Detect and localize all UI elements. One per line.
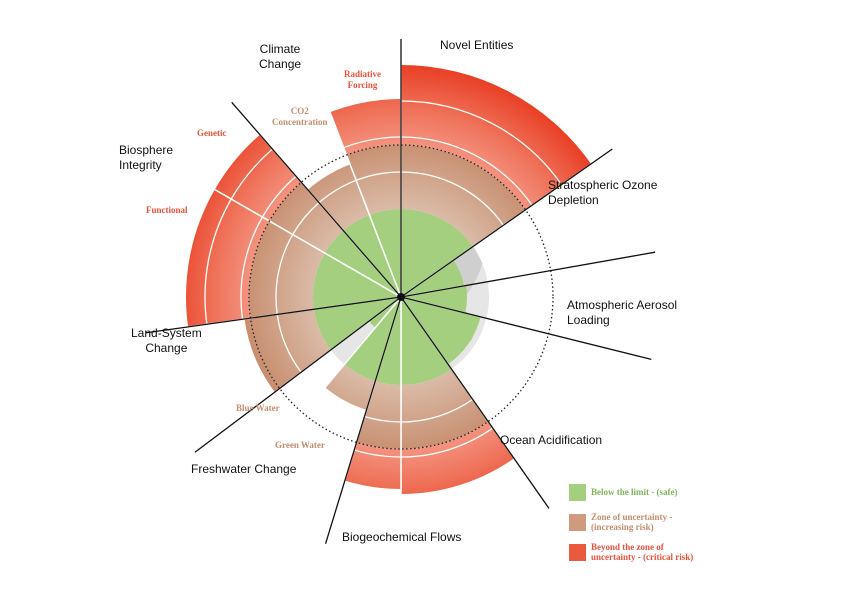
ring-boundary (248, 144, 554, 450)
label-co2-concentration: CO2 Concentration (272, 106, 328, 127)
divider-line (324, 296, 402, 544)
legend-label-safe: Below the limit - (safe) (591, 487, 678, 497)
wedge-safe-segment (401, 297, 481, 365)
label-green-water: Green Water (275, 440, 325, 450)
wedge-scale-arc (275, 234, 294, 315)
label-land-system-change: Land-System Change (131, 326, 202, 355)
wedge-scale-arc (292, 202, 320, 235)
wedge-scale-arc (230, 148, 273, 200)
legend-swatch-safe (569, 484, 586, 501)
legend-label-critical: Beyond the zone of uncertainty - (critic… (591, 542, 694, 562)
divider-line (400, 296, 652, 361)
wedge-scale-arc (400, 427, 494, 458)
wedge-safe-segment (401, 260, 465, 297)
wedge-uncertainty-segment (401, 145, 526, 247)
wedge-safe-segment (343, 214, 401, 297)
legend-item-safe: Below the limit - (safe) (569, 482, 829, 510)
divider-line (400, 148, 613, 298)
label-atmospheric-aerosol: Atmospheric Aerosol Loading (567, 298, 678, 327)
wedge-scale-arc (400, 398, 474, 423)
wedge-separator (374, 296, 402, 329)
wedge-critical-segment (401, 65, 592, 210)
divider-line (194, 296, 402, 453)
label-functional: Functional (146, 205, 188, 215)
divider-line (400, 251, 656, 298)
label-stratospheric-ozone: Stratospheric Ozone Depletion (548, 178, 658, 207)
boundary-wedges (186, 65, 592, 494)
wedge-scale-arc (354, 449, 402, 458)
center-dot (397, 293, 405, 301)
wedge-safe-segment (313, 297, 401, 350)
wedge-scale-arc (355, 171, 402, 181)
wedge-critical-segment (330, 99, 401, 156)
wedge-critical-segment (401, 421, 514, 494)
legend-label-uncertainty: Zone of uncertainty - (increasing risk) (591, 512, 673, 532)
wedge-safe-segment (344, 297, 401, 382)
divider-line (145, 296, 402, 334)
wedge-biosphere-genetic (214, 134, 402, 298)
label-freshwater-change: Freshwater Change (191, 462, 297, 476)
wedge-uncertainty-segment (401, 369, 489, 450)
wedge-scale-arc (240, 216, 263, 320)
wedge-scale-arc (343, 136, 402, 149)
label-radiative-forcing: Radiative Forcing (344, 69, 381, 90)
label-genetic: Genetic (197, 128, 227, 138)
wedge-safe-segment (401, 285, 467, 313)
wedge-scale-arc (400, 100, 563, 185)
wedge-safe-segment (324, 230, 401, 297)
divider-line (400, 296, 550, 509)
wedge-critical-segment (186, 189, 270, 327)
label-climate-change: Climate Change (259, 42, 302, 71)
wedge-uncertainty-segment (249, 221, 325, 319)
label-biogeochemical-flows: Biogeochemical Flows (342, 530, 462, 544)
wedge-uncertainty-segment (269, 182, 344, 253)
wedge-critical-segment (214, 134, 302, 221)
label-blue-water: Blue Water (236, 403, 280, 413)
wedge-scale-arc (400, 171, 504, 226)
wedge-radiative-forcing (329, 99, 402, 298)
wedge-safe-segment (313, 253, 401, 310)
wedge-scale-arc (400, 136, 533, 206)
scale-rings (248, 144, 554, 450)
wedge-uncertainty-segment (325, 364, 376, 410)
wedge-scale-arc (261, 175, 297, 218)
wedge-critical-segment (344, 442, 401, 489)
wedge-uncertainty-segment (346, 145, 401, 215)
wedge-safe-segment (369, 297, 401, 328)
legend-item-uncertainty: Zone of uncertainty - (increasing risk) (569, 512, 829, 540)
legend-swatch-uncertainty (569, 514, 586, 531)
divider-line (231, 101, 402, 298)
label-novel-entities: Novel Entities (440, 38, 514, 52)
wedge-scale-arc (204, 198, 232, 325)
label-biosphere-integrity: Biosphere Integrity (119, 143, 174, 172)
wedge-separator (214, 188, 402, 298)
legend-item-critical: Beyond the zone of uncertainty - (critic… (569, 542, 829, 570)
wedge-separator (329, 111, 402, 298)
wedge-safe-segment (401, 297, 452, 385)
sector-dividers (145, 39, 656, 544)
wedge-safe-segment (401, 209, 474, 297)
legend-swatch-critical (569, 544, 586, 561)
wedge-uncertainty-segment (356, 381, 401, 449)
legend: Below the limit - (safe) Zone of uncerta… (569, 482, 829, 572)
wedge-scale-arc (318, 179, 357, 204)
wedge-scale-arc (276, 314, 302, 373)
label-ocean-acidification: Ocean Acidification (500, 433, 603, 447)
